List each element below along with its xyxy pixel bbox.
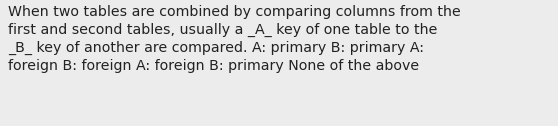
Text: When two tables are combined by comparing columns from the
first and second tabl: When two tables are combined by comparin…	[8, 5, 460, 73]
